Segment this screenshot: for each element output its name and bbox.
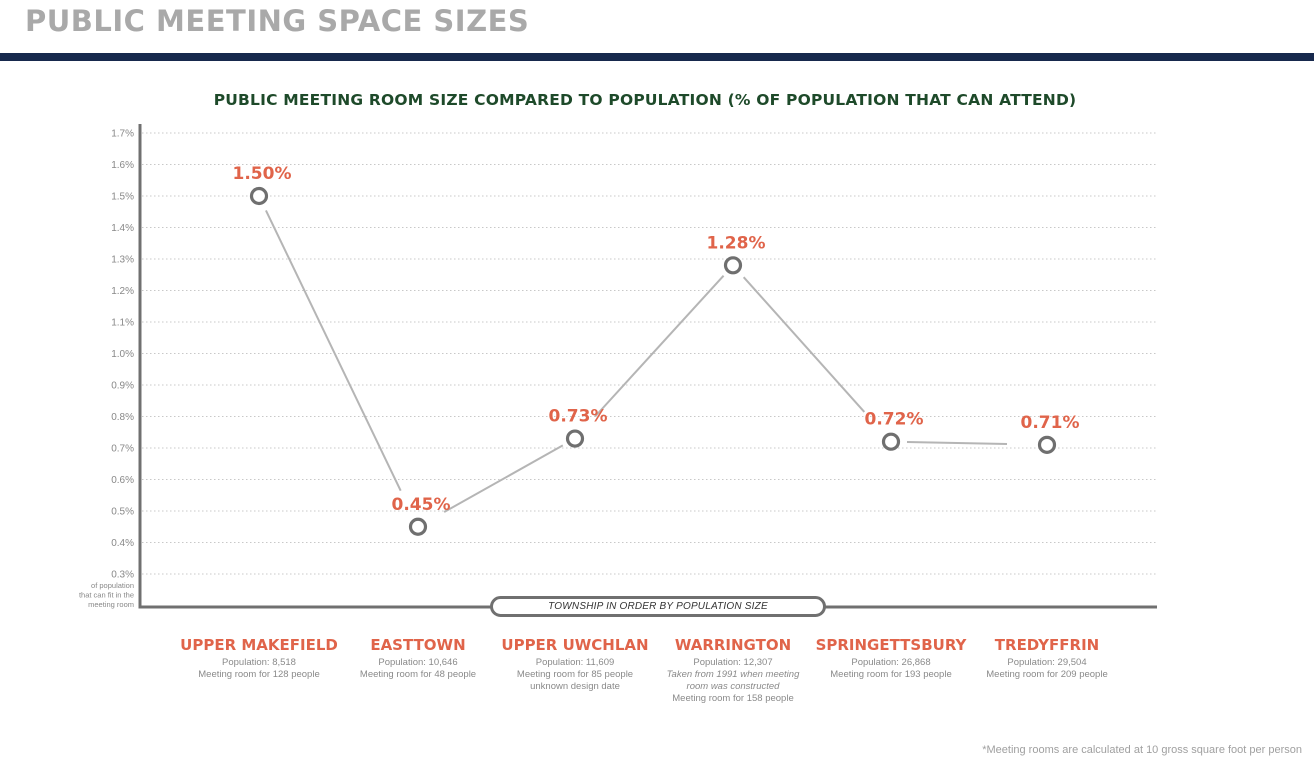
category-detail: Population: 12,307 <box>693 657 773 668</box>
axes <box>138 124 1157 609</box>
series-line-segment <box>443 444 564 513</box>
series-line-segment <box>265 209 402 492</box>
series-line-segment <box>906 441 1008 446</box>
data-label: 0.45% <box>392 495 451 515</box>
data-point <box>408 517 428 536</box>
data-label: 0.71% <box>1021 413 1080 433</box>
y-tick-label: 1.3% <box>111 255 134 266</box>
category-block: EASTTOWN Population: 10,646 Meeting room f… <box>333 636 503 681</box>
category-block: SPRINGETTSBURY Population: 26,868 Meeting … <box>806 636 976 681</box>
category-name: EASTTOWN <box>370 636 466 654</box>
data-label: 0.73% <box>549 407 608 427</box>
footnote: *Meeting rooms are calculated at 10 gros… <box>982 744 1302 756</box>
data-point <box>1037 435 1057 454</box>
category-detail: Population: 10,646 <box>378 657 458 668</box>
category-detail: Meeting room for 158 people <box>672 693 794 704</box>
y-tick-label: 0.5% <box>111 507 134 518</box>
y-tick-label: 1.6% <box>111 160 134 171</box>
category-name: TREDYFFRIN <box>994 636 1100 654</box>
series-line-segment <box>594 274 725 418</box>
x-axis-label: TOWNSHIP IN ORDER BY POPULATION SIZE <box>490 596 826 617</box>
category-detail: room was constructed <box>686 681 780 692</box>
category-detail: Population: 11,609 <box>535 657 615 668</box>
category-detail: Meeting room for 85 people <box>516 669 634 680</box>
y-tick-label: 0.7% <box>111 444 134 455</box>
category-detail: Meeting room for 193 people <box>830 669 952 680</box>
category-block: WARRINGTON Population: 12,307 Taken from 1… <box>648 636 818 705</box>
category-detail: Taken from 1991 when meeting <box>666 669 800 680</box>
data-point <box>249 186 269 206</box>
category-detail: Meeting room for 128 people <box>198 669 320 680</box>
data-point <box>565 429 585 448</box>
category-block: TREDYFFRIN Population: 29,504 Meeting room… <box>962 636 1132 681</box>
category-name: SPRINGETTSBURY <box>815 636 967 654</box>
data-label: 1.50% <box>233 164 292 184</box>
y-tick-label: 1.7% <box>111 129 134 140</box>
y-tick-label: 1.4% <box>111 223 134 234</box>
category-name: UPPER UWCHLAN <box>501 636 649 654</box>
series-line-segment <box>742 276 866 413</box>
page-title: PUBLIC MEETING SPACE SIZES <box>25 4 530 38</box>
category-detail: Population: 29,504 <box>1007 657 1087 668</box>
data-point <box>881 432 901 451</box>
category-detail: unknown design date <box>530 681 620 692</box>
y-axis-note-line: that can fit in the <box>79 591 134 600</box>
y-tick-label: 1.5% <box>111 192 134 203</box>
category-name: UPPER MAKEFIELD <box>180 636 338 654</box>
chart-title: PUBLIC MEETING ROOM SIZE COMPARED TO POP… <box>213 91 1077 109</box>
y-tick-label: 0.9% <box>111 381 134 392</box>
data-label: 1.28% <box>707 233 766 253</box>
y-tick-label: 0.8% <box>111 412 134 423</box>
category-block: UPPER MAKEFIELD Population: 8,518 Meeting … <box>174 636 344 681</box>
y-tick-label: 1.1% <box>111 318 134 329</box>
y-tick-label: 0.6% <box>111 475 134 486</box>
y-tick-label: 1.2% <box>111 286 134 297</box>
category-name: WARRINGTON <box>674 636 792 654</box>
data-series <box>249 186 1057 536</box>
data-label: 0.72% <box>865 410 924 430</box>
category-detail: Population: 26,868 <box>851 657 931 668</box>
y-axis-note-line: meeting room <box>88 600 134 609</box>
y-axis-ticks: 0.3% 0.4% 0.5% 0.6% 0.7% 0.8% 0.9% 1.0% 1.1% 1.2%… <box>111 129 134 581</box>
category-detail: Population: 8,518 <box>222 657 296 668</box>
y-tick-label: 1.0% <box>111 349 134 360</box>
header-rule <box>0 53 1314 61</box>
gridlines <box>142 132 1157 575</box>
y-axis-note-line: of population <box>91 581 134 590</box>
category-detail: Meeting room for 48 people <box>359 669 477 680</box>
category-detail: Meeting room for 209 people <box>986 669 1108 680</box>
y-tick-label: 0.3% <box>111 570 134 581</box>
data-point <box>723 256 743 275</box>
category-block: UPPER UWCHLAN Population: 11,609 Meeting r… <box>490 636 660 693</box>
data-labels: 1.50% 0.45% 0.73% 1.28% 0.72% 0.71% <box>233 164 1080 515</box>
y-tick-label: 0.4% <box>111 538 134 549</box>
